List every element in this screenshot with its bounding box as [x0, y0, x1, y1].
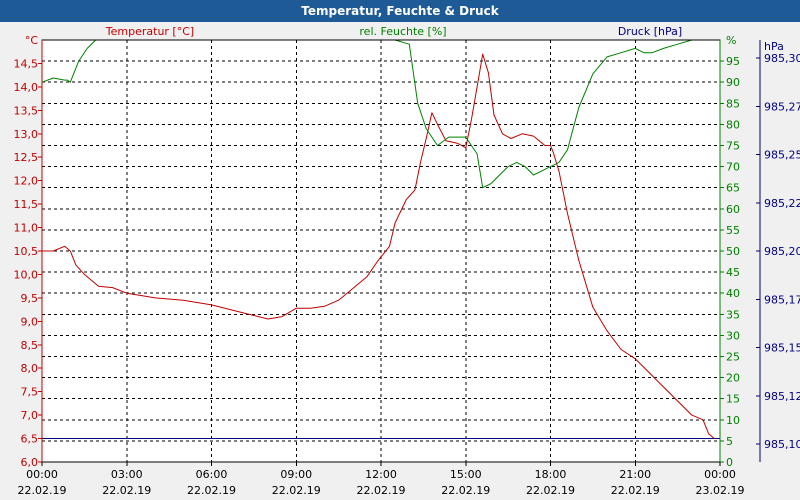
humidity-tick-label: 30: [726, 329, 740, 342]
temperature-tick-label: 7,5: [21, 386, 39, 399]
x-tick-time-label: 00:00: [704, 468, 736, 481]
x-tick-time-label: 03:00: [111, 468, 143, 481]
temperature-tick-label: 14,0: [14, 81, 39, 94]
humidity-tick-label: 95: [726, 55, 740, 68]
temperature-axis-title: Temperatur [°C]: [105, 25, 194, 38]
x-tick-date-label: 22.02.19: [611, 484, 660, 497]
temperature-tick-label: 10,0: [14, 268, 39, 281]
temperature-tick-label: 12,5: [14, 151, 39, 164]
pressure-tick-label: 985,20: [764, 245, 800, 258]
pressure-tick-label: 985,17: [764, 293, 800, 306]
temperature-tick-label: 6,5: [21, 433, 39, 446]
pressure-tick-label: 985,12: [764, 390, 800, 403]
humidity-tick-label: 40: [726, 287, 740, 300]
series-line-humidity: [41, 39, 720, 189]
humidity-tick-label: 25: [726, 351, 740, 364]
x-tick-date-label: 22.02.19: [526, 484, 575, 497]
chart-title: Temperatur, Feuchte & Druck: [0, 0, 800, 22]
humidity-tick-label: 90: [726, 76, 740, 89]
temperature-tick-label: 9,5: [21, 292, 39, 305]
humidity-tick-label: 50: [726, 245, 740, 258]
labels-layer: 6,0 6,5 7,0 7,5 8,0 8,5 9,0 9,5 10,0 10,5 11,0 11,5…: [14, 25, 800, 497]
humidity-tick-label: 0: [726, 456, 733, 469]
temperature-tick-label: 8,5: [21, 339, 39, 352]
pressure-axis-title: Druck [hPa]: [618, 25, 682, 38]
humidity-tick-label: 20: [726, 372, 740, 385]
humidity-tick-label: 75: [726, 140, 740, 153]
grid: [42, 40, 720, 462]
temperature-tick-label: 12,0: [14, 175, 39, 188]
humidity-tick-label: 80: [726, 118, 740, 131]
temperature-tick-label: 6,0: [21, 456, 39, 469]
temperature-tick-label: 7,0: [21, 409, 39, 422]
temperature-tick-label: 9,0: [21, 315, 39, 328]
x-tick-time-label: 21:00: [619, 468, 651, 481]
humidity-tick-label: 10: [726, 414, 740, 427]
pressure-tick-label: 985,30: [764, 52, 800, 65]
pressure-unit: hPa: [764, 40, 784, 53]
x-tick-date-label: 22.02.19: [102, 484, 151, 497]
chart-area: 6,0 6,5 7,0 7,5 8,0 8,5 9,0 9,5 10,0 10,5 11,0 11,5…: [0, 22, 800, 500]
humidity-tick-label: 85: [726, 97, 740, 110]
pressure-tick-label: 985,25: [764, 149, 800, 162]
x-tick-date-label: 22.02.19: [18, 484, 67, 497]
humidity-unit: %: [726, 34, 736, 47]
x-tick-time-label: 09:00: [280, 468, 312, 481]
x-tick-date-label: 22.02.19: [187, 484, 236, 497]
x-tick-date-label: 23.02.19: [696, 484, 745, 497]
pressure-tick-label: 985,15: [764, 342, 800, 355]
x-tick-date-label: 22.02.19: [272, 484, 321, 497]
series-layer: [41, 39, 720, 440]
humidity-tick-label: 55: [726, 224, 740, 237]
humidity-tick-label: 45: [726, 266, 740, 279]
temperature-tick-label: 11,5: [14, 198, 39, 211]
axes-layer: [38, 39, 761, 466]
humidity-tick-label: 60: [726, 203, 740, 216]
x-tick-time-label: 06:00: [196, 468, 228, 481]
series-line-temperature: [42, 53, 715, 439]
x-tick-date-label: 22.02.19: [357, 484, 406, 497]
pressure-tick-label: 985,27: [764, 100, 800, 113]
pressure-tick-label: 985,22: [764, 197, 800, 210]
temperature-tick-label: 8,0: [21, 362, 39, 375]
humidity-tick-label: 5: [726, 435, 733, 448]
x-tick-date-label: 22.02.19: [441, 484, 490, 497]
humidity-tick-label: 15: [726, 393, 740, 406]
humidity-axis-title: rel. Feuchte [%]: [359, 25, 446, 38]
temperature-tick-label: 14,5: [14, 57, 39, 70]
humidity-tick-label: 35: [726, 308, 740, 321]
temperature-tick-label: 11,0: [14, 222, 39, 235]
temperature-tick-label: 10,5: [14, 245, 39, 258]
temperature-tick-label: 13,0: [14, 128, 39, 141]
x-tick-time-label: 00:00: [26, 468, 58, 481]
humidity-tick-label: 70: [726, 161, 740, 174]
x-tick-time-label: 15:00: [450, 468, 482, 481]
pressure-tick-label: 985,10: [764, 438, 800, 451]
humidity-tick-label: 65: [726, 182, 740, 195]
temperature-unit: °C: [25, 34, 39, 47]
temperature-tick-label: 13,5: [14, 104, 39, 117]
x-tick-time-label: 18:00: [535, 468, 567, 481]
x-tick-time-label: 12:00: [365, 468, 397, 481]
